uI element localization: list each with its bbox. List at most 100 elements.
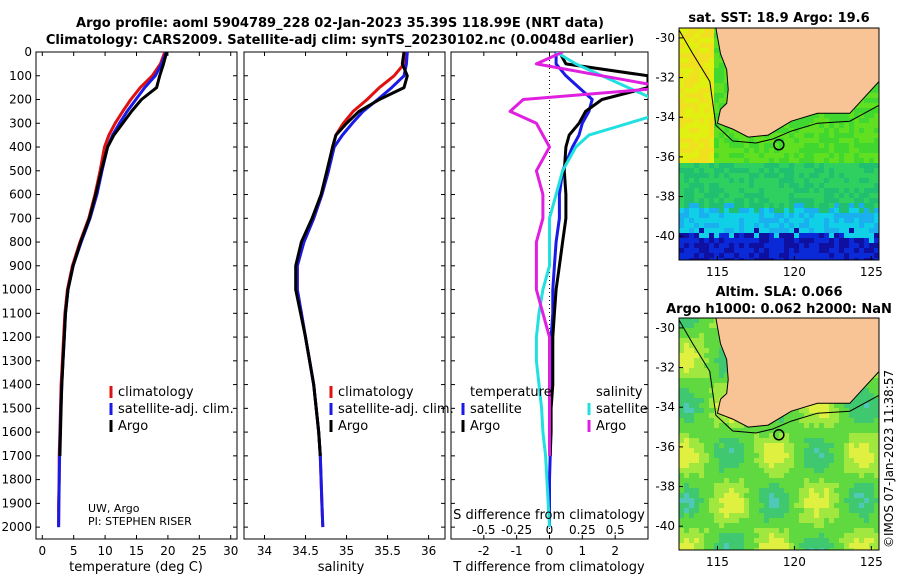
map-cell xyxy=(754,228,759,233)
map-cell xyxy=(774,243,779,248)
map-cell xyxy=(709,53,714,58)
map-cell xyxy=(844,488,849,493)
map-cell xyxy=(849,548,854,550)
map-cell xyxy=(739,238,744,243)
map-cell xyxy=(734,238,739,243)
map-cell xyxy=(684,28,689,33)
map-cell xyxy=(834,118,839,123)
map-cell xyxy=(714,378,719,383)
map-cell xyxy=(874,403,879,408)
legend-temp-satellite: satellite xyxy=(470,402,522,417)
map-cell xyxy=(754,168,759,173)
map-cell xyxy=(864,188,869,193)
map-cell xyxy=(739,183,744,188)
map-cell xyxy=(724,493,729,498)
map-cell xyxy=(679,528,684,533)
map-cell xyxy=(864,163,869,168)
map-cell xyxy=(804,533,809,538)
map-cell xyxy=(704,188,709,193)
map-cell xyxy=(804,428,809,433)
map-cell xyxy=(719,93,724,98)
map-cell xyxy=(769,473,774,478)
map-cell xyxy=(704,348,709,353)
map-cell xyxy=(699,393,704,398)
map-cell xyxy=(814,188,819,193)
map-cell xyxy=(694,453,699,458)
map-cell xyxy=(829,498,834,503)
map-cell xyxy=(694,138,699,143)
map-cell xyxy=(734,198,739,203)
map-cell xyxy=(844,493,849,498)
map-cell xyxy=(679,458,684,463)
map-cell xyxy=(749,193,754,198)
map-cell xyxy=(684,258,689,260)
map-cell xyxy=(764,173,769,178)
map-cell xyxy=(769,133,774,138)
map-cell xyxy=(849,203,854,208)
salinity-tick-label: 0 xyxy=(546,523,554,537)
map-cell xyxy=(729,448,734,453)
map-cell xyxy=(724,478,729,483)
map-cell xyxy=(814,533,819,538)
map-cell xyxy=(774,173,779,178)
map-cell xyxy=(874,223,879,228)
map-cell xyxy=(709,478,714,483)
map-cell xyxy=(794,543,799,548)
x-tick-label: 25 xyxy=(192,544,207,558)
map-cell xyxy=(699,213,704,218)
map-cell xyxy=(714,138,719,143)
map-cell xyxy=(709,428,714,433)
map-cell xyxy=(814,438,819,443)
map-cell xyxy=(714,173,719,178)
map-cell xyxy=(759,178,764,183)
map-cell xyxy=(874,438,879,443)
map-cell xyxy=(854,408,859,413)
map-cell xyxy=(734,228,739,233)
map-cell xyxy=(799,208,804,213)
map-cell xyxy=(699,38,704,43)
map-cell xyxy=(859,533,864,538)
map-cell xyxy=(814,173,819,178)
map-cell xyxy=(834,158,839,163)
map-cell xyxy=(724,188,729,193)
map-cell xyxy=(709,338,714,343)
map-cell xyxy=(734,458,739,463)
map-cell xyxy=(864,203,869,208)
map-cell xyxy=(839,228,844,233)
map-cell xyxy=(869,158,874,163)
map-cell xyxy=(764,258,769,260)
map-cell xyxy=(759,428,764,433)
map-cell xyxy=(854,193,859,198)
map-cell xyxy=(714,523,719,528)
map-cell xyxy=(839,433,844,438)
map-cell xyxy=(719,463,724,468)
map-cell xyxy=(684,228,689,233)
map-cell xyxy=(864,258,869,260)
map-cell xyxy=(699,128,704,133)
map-cell xyxy=(739,548,744,550)
map-cell xyxy=(794,523,799,528)
map-cell xyxy=(769,153,774,158)
map-cell xyxy=(754,158,759,163)
map-cell xyxy=(794,193,799,198)
map-cell xyxy=(709,103,714,108)
map-cell xyxy=(714,168,719,173)
map-cell xyxy=(774,503,779,508)
map-cell xyxy=(699,378,704,383)
map-cell xyxy=(714,233,719,238)
map-cell xyxy=(814,513,819,518)
map-cell xyxy=(824,463,829,468)
map-cell xyxy=(874,408,879,413)
map-cell xyxy=(694,438,699,443)
map-cell xyxy=(719,488,724,493)
map-cell xyxy=(719,218,724,223)
map-cell xyxy=(814,158,819,163)
map-cell xyxy=(849,443,854,448)
map-cell xyxy=(859,503,864,508)
map-cell xyxy=(689,138,694,143)
map-cell xyxy=(809,213,814,218)
map-cell xyxy=(724,223,729,228)
map-cell xyxy=(869,498,874,503)
map-cell xyxy=(689,118,694,123)
map-cell xyxy=(729,258,734,260)
